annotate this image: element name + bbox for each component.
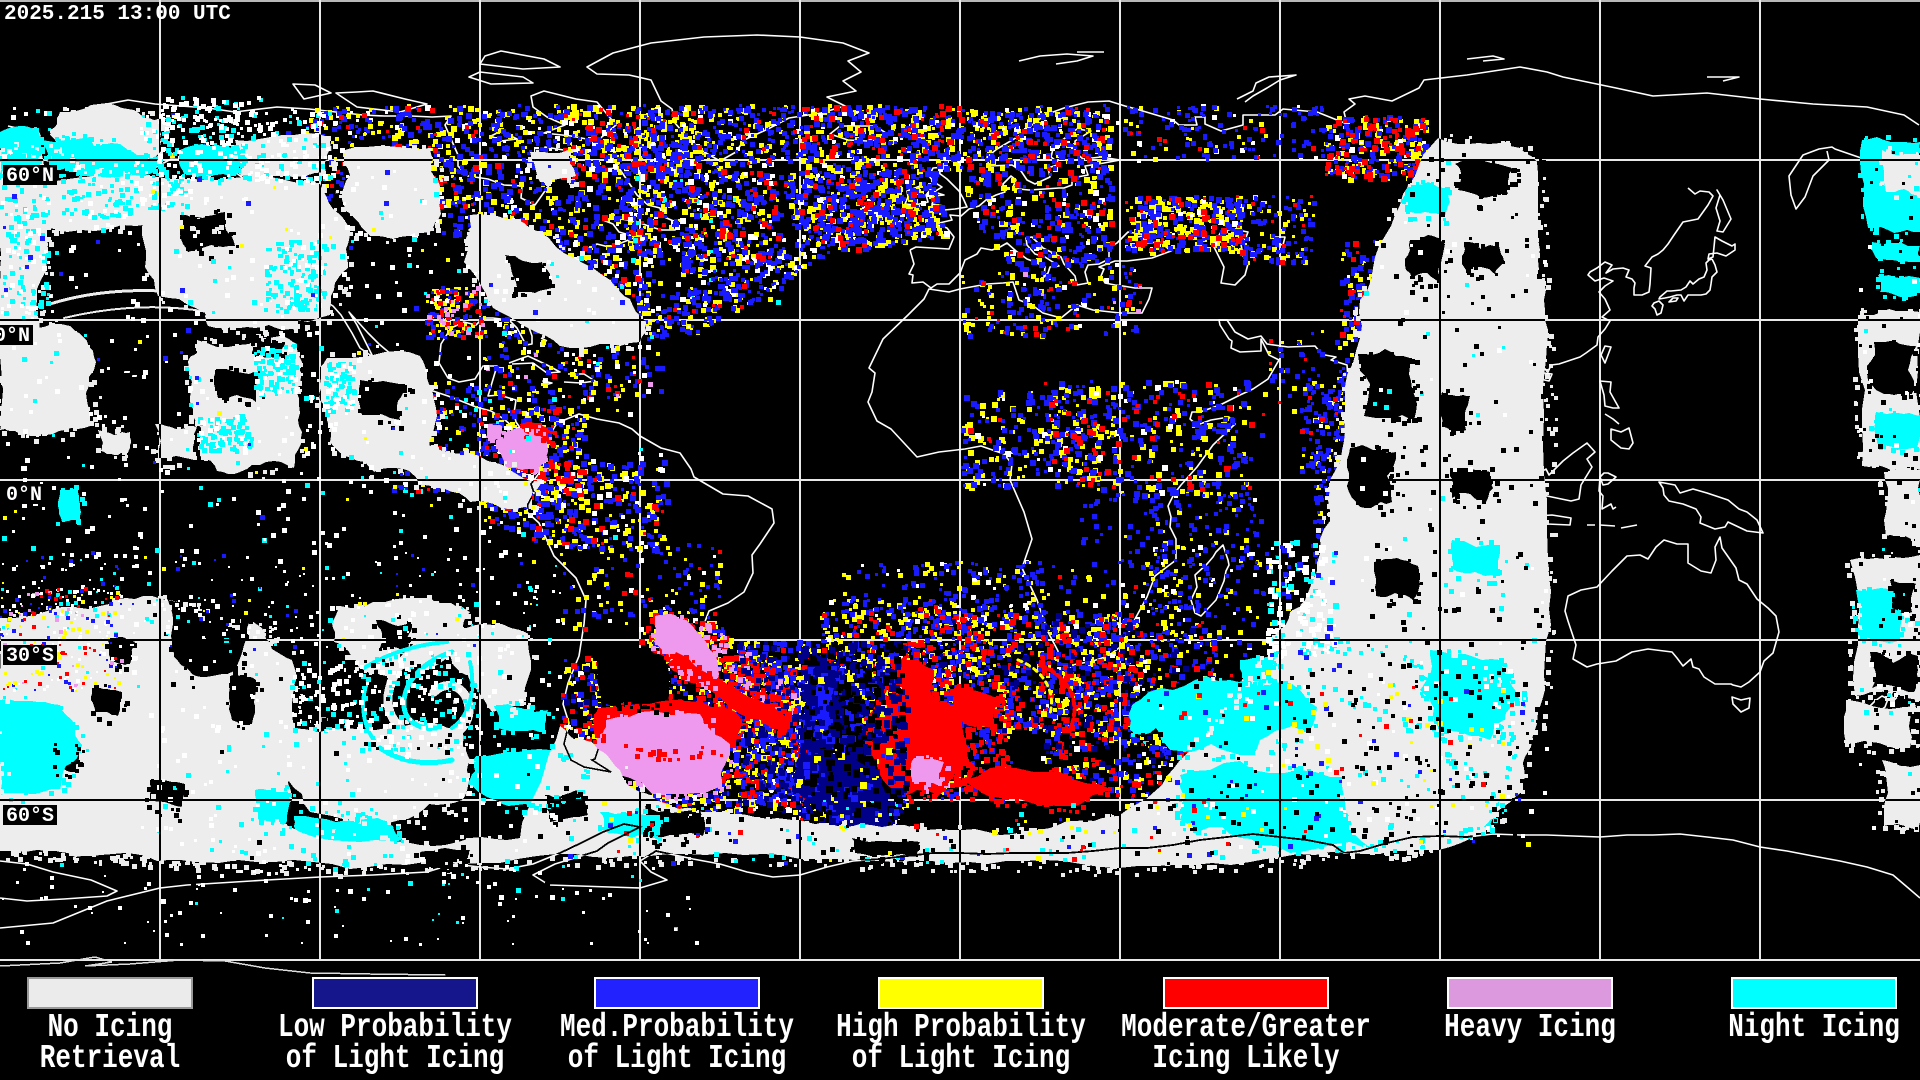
- svg-text:30°N: 30°N: [0, 325, 30, 348]
- svg-text:of Light Icing: of Light Icing: [568, 1039, 786, 1077]
- svg-text:of Light Icing: of Light Icing: [286, 1039, 504, 1077]
- svg-text:Med.Probability: Med.Probability: [560, 1008, 794, 1046]
- svg-text:High Probability: High Probability: [836, 1008, 1086, 1046]
- svg-text:30°S: 30°S: [6, 645, 54, 668]
- svg-text:of Light Icing: of Light Icing: [852, 1039, 1070, 1077]
- svg-text:60°N: 60°N: [6, 165, 54, 188]
- svg-text:Night Icing: Night Icing: [1728, 1008, 1900, 1046]
- svg-text:60°S: 60°S: [6, 805, 54, 828]
- svg-text:Moderate/Greater: Moderate/Greater: [1121, 1008, 1371, 1046]
- svg-text:No Icing: No Icing: [48, 1008, 173, 1046]
- svg-text:Low Probability: Low Probability: [278, 1008, 512, 1046]
- svg-text:0°N: 0°N: [6, 484, 42, 507]
- svg-text:Retrieval: Retrieval: [40, 1039, 180, 1077]
- svg-text:2025.215 13:00 UTC: 2025.215 13:00 UTC: [4, 3, 231, 26]
- svg-text:Icing Likely: Icing Likely: [1152, 1039, 1339, 1077]
- svg-text:Heavy Icing: Heavy Icing: [1444, 1008, 1616, 1046]
